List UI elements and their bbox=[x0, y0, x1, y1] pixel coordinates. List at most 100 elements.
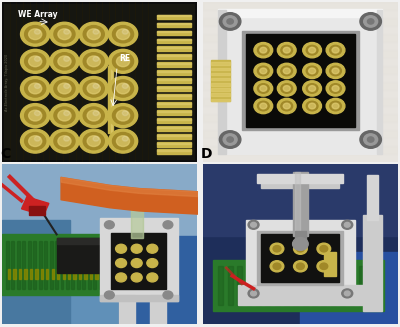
Bar bbox=[100, 295, 178, 301]
Circle shape bbox=[20, 129, 50, 153]
Bar bbox=[84, 269, 87, 279]
Circle shape bbox=[308, 47, 316, 53]
Circle shape bbox=[277, 81, 296, 96]
Circle shape bbox=[50, 77, 79, 100]
Circle shape bbox=[303, 63, 322, 78]
Bar bbox=[157, 39, 191, 43]
Circle shape bbox=[251, 222, 256, 227]
Bar bbox=[157, 95, 191, 99]
Circle shape bbox=[28, 136, 42, 146]
Bar bbox=[211, 94, 230, 96]
Circle shape bbox=[223, 134, 237, 145]
Bar bbox=[324, 252, 336, 276]
Circle shape bbox=[20, 104, 50, 128]
Circle shape bbox=[254, 98, 273, 114]
Circle shape bbox=[112, 107, 134, 124]
Bar bbox=[157, 71, 191, 72]
Bar bbox=[157, 149, 191, 154]
Circle shape bbox=[54, 80, 75, 97]
Circle shape bbox=[112, 132, 134, 150]
Bar bbox=[88, 241, 91, 289]
Bar bbox=[19, 269, 21, 279]
Circle shape bbox=[292, 237, 308, 250]
Circle shape bbox=[20, 77, 50, 100]
Bar bbox=[211, 88, 230, 91]
Bar bbox=[55, 241, 58, 289]
Bar bbox=[157, 39, 191, 40]
Bar bbox=[157, 79, 191, 80]
Bar bbox=[218, 9, 382, 17]
Bar bbox=[157, 143, 191, 144]
Bar bbox=[77, 241, 80, 289]
Bar bbox=[359, 266, 364, 304]
Circle shape bbox=[50, 49, 79, 73]
Bar bbox=[11, 241, 14, 289]
Circle shape bbox=[64, 111, 70, 115]
Circle shape bbox=[34, 57, 40, 61]
Bar bbox=[157, 110, 191, 115]
Bar bbox=[258, 174, 343, 183]
Bar bbox=[294, 231, 306, 244]
Circle shape bbox=[260, 103, 267, 109]
Circle shape bbox=[223, 16, 237, 27]
Circle shape bbox=[258, 101, 269, 111]
Bar bbox=[119, 236, 197, 324]
Bar bbox=[284, 266, 289, 304]
Bar bbox=[322, 266, 326, 304]
Bar bbox=[203, 82, 398, 90]
Circle shape bbox=[20, 22, 50, 46]
Bar bbox=[157, 127, 191, 128]
Bar bbox=[275, 266, 280, 304]
Circle shape bbox=[147, 273, 158, 282]
Bar bbox=[57, 269, 59, 279]
Circle shape bbox=[344, 291, 350, 296]
Bar bbox=[203, 26, 398, 34]
Bar bbox=[150, 295, 166, 324]
Circle shape bbox=[281, 45, 292, 55]
Circle shape bbox=[54, 53, 75, 70]
Circle shape bbox=[87, 110, 100, 121]
Bar bbox=[203, 146, 398, 154]
Circle shape bbox=[227, 137, 233, 142]
Circle shape bbox=[283, 86, 290, 91]
Bar bbox=[52, 269, 54, 279]
Bar bbox=[131, 202, 142, 237]
Circle shape bbox=[34, 136, 40, 141]
Circle shape bbox=[34, 29, 40, 34]
Text: Ax-Electrode Array, Tilapia 2020: Ax-Electrode Array, Tilapia 2020 bbox=[5, 53, 9, 111]
Bar bbox=[13, 269, 16, 279]
Bar bbox=[203, 154, 398, 162]
Circle shape bbox=[58, 56, 71, 67]
Circle shape bbox=[79, 49, 108, 73]
Circle shape bbox=[25, 26, 46, 43]
Bar bbox=[203, 66, 398, 74]
Bar bbox=[303, 266, 308, 304]
Circle shape bbox=[317, 261, 331, 272]
Text: C: C bbox=[0, 147, 10, 161]
Bar bbox=[367, 175, 378, 220]
Bar bbox=[22, 241, 25, 289]
Circle shape bbox=[281, 101, 292, 111]
Circle shape bbox=[93, 84, 99, 89]
Bar bbox=[108, 66, 113, 133]
Bar bbox=[212, 260, 384, 311]
Circle shape bbox=[306, 45, 318, 55]
Bar bbox=[218, 10, 382, 154]
Circle shape bbox=[131, 259, 142, 267]
Bar bbox=[157, 150, 191, 151]
Bar bbox=[30, 269, 32, 279]
Bar bbox=[218, 266, 223, 304]
Bar bbox=[211, 73, 230, 75]
Bar bbox=[350, 266, 354, 304]
Circle shape bbox=[28, 110, 42, 121]
Circle shape bbox=[326, 98, 345, 114]
Circle shape bbox=[50, 22, 79, 46]
Circle shape bbox=[326, 43, 345, 58]
Circle shape bbox=[28, 29, 42, 40]
Bar bbox=[157, 70, 191, 75]
Circle shape bbox=[83, 53, 104, 70]
Circle shape bbox=[330, 101, 341, 111]
Bar bbox=[211, 60, 230, 101]
Circle shape bbox=[79, 104, 108, 128]
Circle shape bbox=[28, 83, 42, 94]
